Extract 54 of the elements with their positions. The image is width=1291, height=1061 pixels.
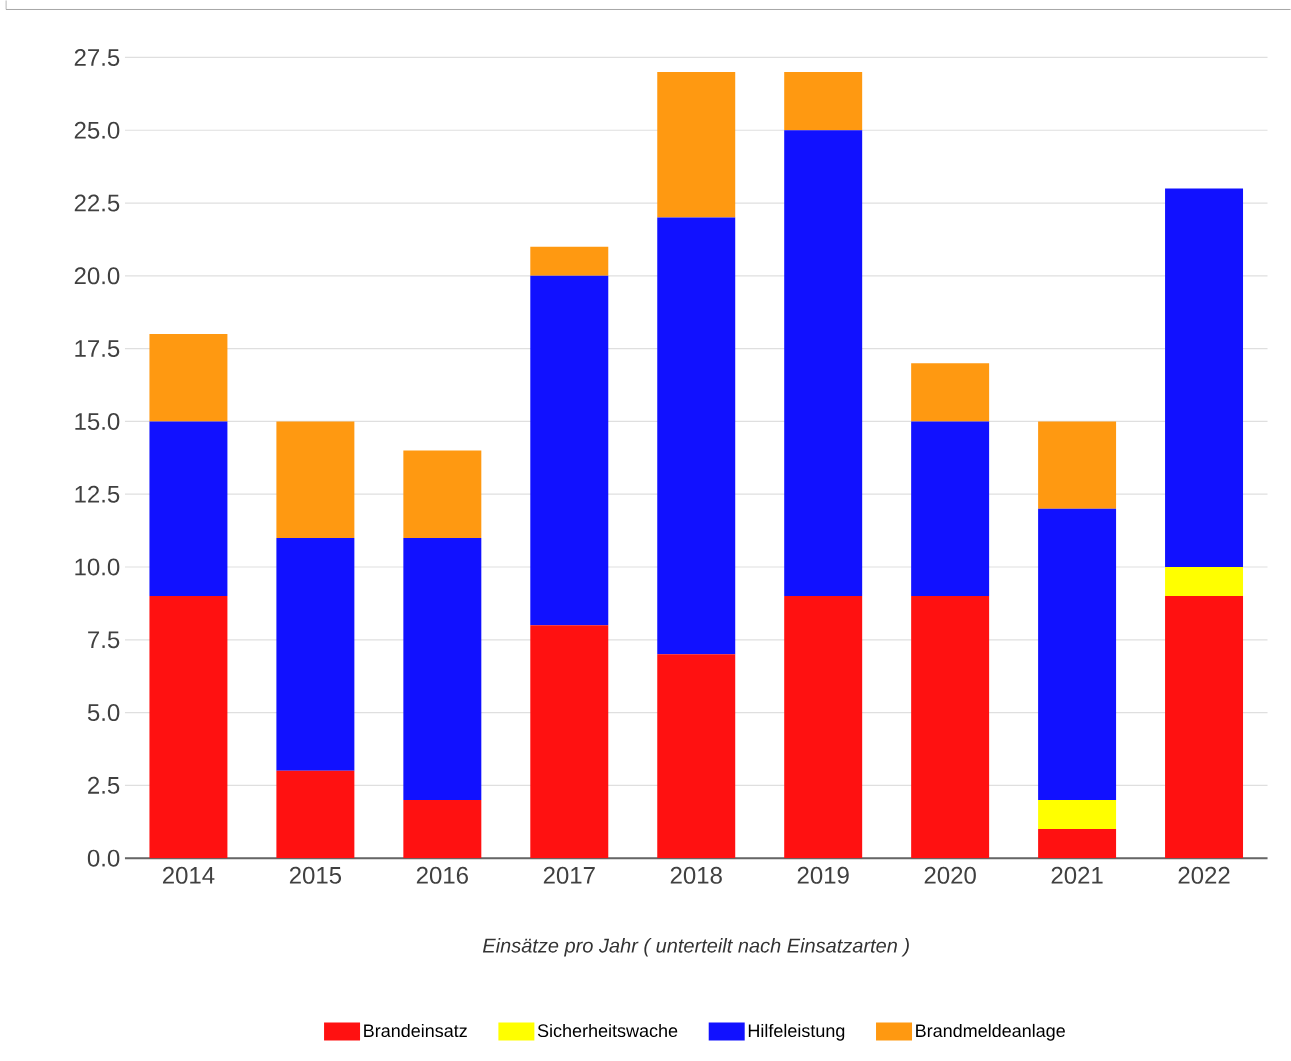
bar bbox=[530, 275, 609, 626]
bar bbox=[911, 363, 990, 422]
bar bbox=[403, 450, 482, 538]
y-tick-label: 27.5 bbox=[74, 48, 120, 66]
bar bbox=[784, 130, 863, 597]
x-tick-label: 2019 bbox=[797, 866, 849, 884]
legend-label: Sicherheitswache bbox=[537, 1023, 678, 1038]
x-tick-label: 2020 bbox=[924, 866, 976, 884]
bar bbox=[1038, 799, 1117, 830]
bar bbox=[1038, 421, 1117, 509]
y-tick-label: 10.0 bbox=[75, 558, 120, 576]
x-tick-label: 2022 bbox=[1178, 866, 1230, 884]
bar bbox=[276, 537, 355, 771]
y-tick-label: 20.0 bbox=[74, 267, 120, 285]
y-tick-label: 22.5 bbox=[74, 194, 120, 212]
bar bbox=[911, 596, 990, 859]
x-tick-label: 2021 bbox=[1051, 866, 1103, 884]
bar bbox=[1038, 829, 1117, 859]
x-tick-label: 2014 bbox=[162, 866, 215, 884]
bar bbox=[276, 770, 355, 859]
bar bbox=[1165, 596, 1244, 859]
bar bbox=[1165, 566, 1244, 597]
bar bbox=[657, 217, 736, 655]
x-tick-label: 2015 bbox=[289, 866, 342, 884]
bar bbox=[784, 596, 863, 859]
bar bbox=[911, 421, 990, 597]
y-tick-label: 15.0 bbox=[75, 412, 120, 430]
bar bbox=[149, 596, 228, 859]
bar bbox=[530, 246, 609, 276]
bar bbox=[149, 334, 228, 422]
y-tick-label: 5.0 bbox=[87, 704, 120, 722]
y-tick-label: 0.0 bbox=[87, 849, 120, 867]
bar bbox=[1038, 508, 1117, 800]
bar bbox=[276, 421, 355, 538]
x-tick-label: 2018 bbox=[670, 866, 722, 884]
bar bbox=[657, 654, 736, 859]
bar bbox=[657, 72, 736, 218]
bar bbox=[784, 72, 863, 131]
x-tick-label: 2017 bbox=[543, 866, 595, 884]
y-tick-label: 7.5 bbox=[88, 631, 120, 649]
x-axis-title: Einsätze pro Jahr ( unterteilt nach Einsatzarten ) bbox=[482, 937, 909, 957]
legend-label: Hilfeleistung bbox=[748, 1023, 845, 1041]
y-tick-label: 17.5 bbox=[75, 340, 120, 357]
x-tick-label: 2016 bbox=[416, 866, 468, 884]
y-tick-label: 2.5 bbox=[88, 776, 120, 794]
bar bbox=[1165, 188, 1244, 567]
bar bbox=[530, 625, 609, 859]
legend-label: Brandeinsatz bbox=[364, 1023, 467, 1038]
y-tick-label: 12.5 bbox=[75, 485, 120, 503]
legend-label: Brandmeldeanlage bbox=[916, 1023, 1065, 1041]
bar bbox=[403, 799, 482, 859]
bar bbox=[149, 421, 228, 597]
bar bbox=[403, 537, 482, 800]
y-tick-label: 25.0 bbox=[74, 121, 120, 139]
